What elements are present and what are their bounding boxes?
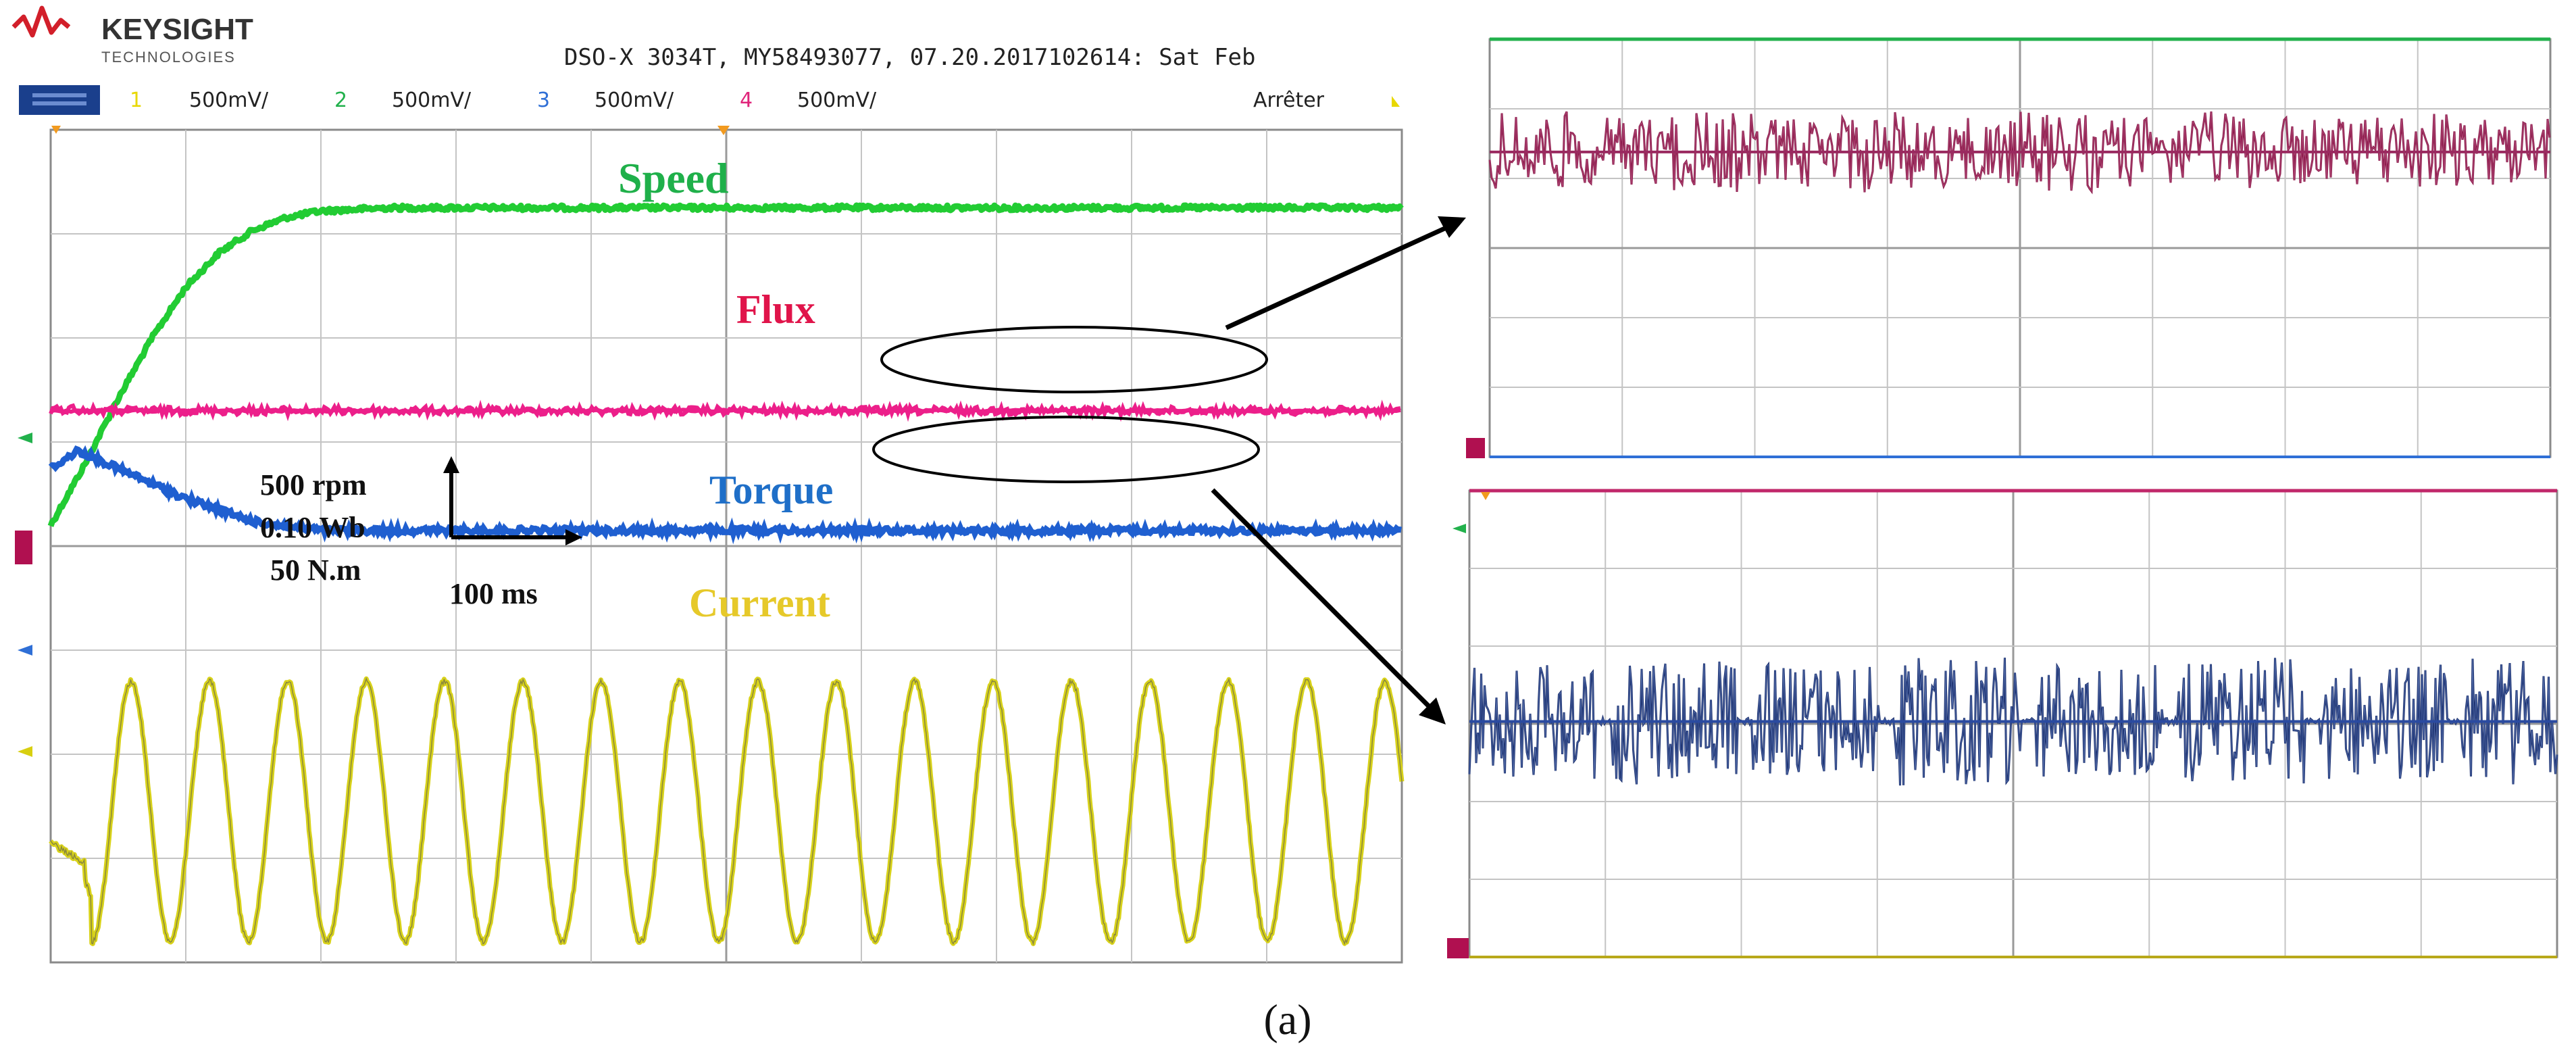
ch4-number[interactable]: 4 [740,89,753,112]
torque-zoom-ellipse [872,416,1260,483]
channel-bar: 1 500mV/ 2 500mV/ 3 500mV/ 4 500mV/ Arrê… [19,85,1400,115]
flux-callout-line [1225,224,1450,330]
flux-zoom-ripple-highlight [1489,111,2550,193]
scale-time: 100 ms [449,577,538,610]
torque-trace [48,445,1403,545]
brand-subtext: TECHNOLOGIES [101,49,236,66]
label-speed: Speed [618,154,729,202]
ch1-number[interactable]: 1 [130,89,143,112]
torque-callout-line [1211,488,1431,708]
time-reference-marker [51,126,61,134]
torque-zoom-trace [1468,658,2558,786]
ch1-scale[interactable]: 500mV/ [189,89,269,112]
scale-arrow-right-icon [565,529,582,545]
trigger-icon [1392,96,1400,107]
flux-zoom-trace [1488,111,2551,195]
flux-zoom-grid [1488,37,2552,458]
trigger-position-marker [717,126,730,135]
flux-zoom-corner-marker [1466,438,1485,458]
keysight-wave-icon [11,5,71,38]
instrument-info: DSO-X 3034T, MY58493077, 07.20.201710261… [564,44,1256,71]
flux-trace-core [50,408,1401,414]
scale-arrow-up-icon [443,456,459,473]
ch2-scale[interactable]: 500mV/ [392,89,472,112]
ch1-ground-marker [18,746,32,757]
ch3-ground-marker [18,645,32,656]
ch2-number[interactable]: 2 [334,89,347,112]
ch2-ground-marker [18,433,32,443]
speed-trace [47,202,1404,527]
scale-speed: 500 rpm [260,468,367,501]
ch3-number[interactable]: 3 [537,89,550,112]
menu-button[interactable] [19,85,100,115]
run-status[interactable]: Arrêter [1253,89,1325,112]
main-scope-traces [47,202,1405,946]
torque-zoom-ch2-marker [1453,524,1466,533]
main-scope-grid [49,128,1403,964]
scale-flux: 0.10 Wb [260,511,365,544]
figure-caption: (a) [1263,996,1311,1044]
scale-torque: 50 N.m [270,554,361,587]
ch3-scale[interactable]: 500mV/ [595,89,674,112]
ch4-ground-marker [15,531,32,564]
flux-zoom-ellipse [880,326,1268,393]
torque-zoom-corner-marker [1447,938,1469,958]
current-trace-outline [50,677,1403,946]
scale-axes [449,466,567,539]
torque-zoom-trigger-marker [1481,492,1490,500]
ch4-scale[interactable]: 500mV/ [797,89,877,112]
label-current: Current [689,581,830,625]
label-torque: Torque [709,468,833,512]
torque-zoom-ripple-highlight [1469,658,2558,786]
flux-callout-arrow-icon [1438,216,1466,238]
channel-markers [15,126,730,757]
brand-text: KEYSIGHT [101,13,253,46]
keysight-logo: KEYSIGHT TECHNOLOGIES [11,5,253,66]
label-flux: Flux [736,287,815,332]
torque-callout-arrow-icon [1419,697,1446,725]
